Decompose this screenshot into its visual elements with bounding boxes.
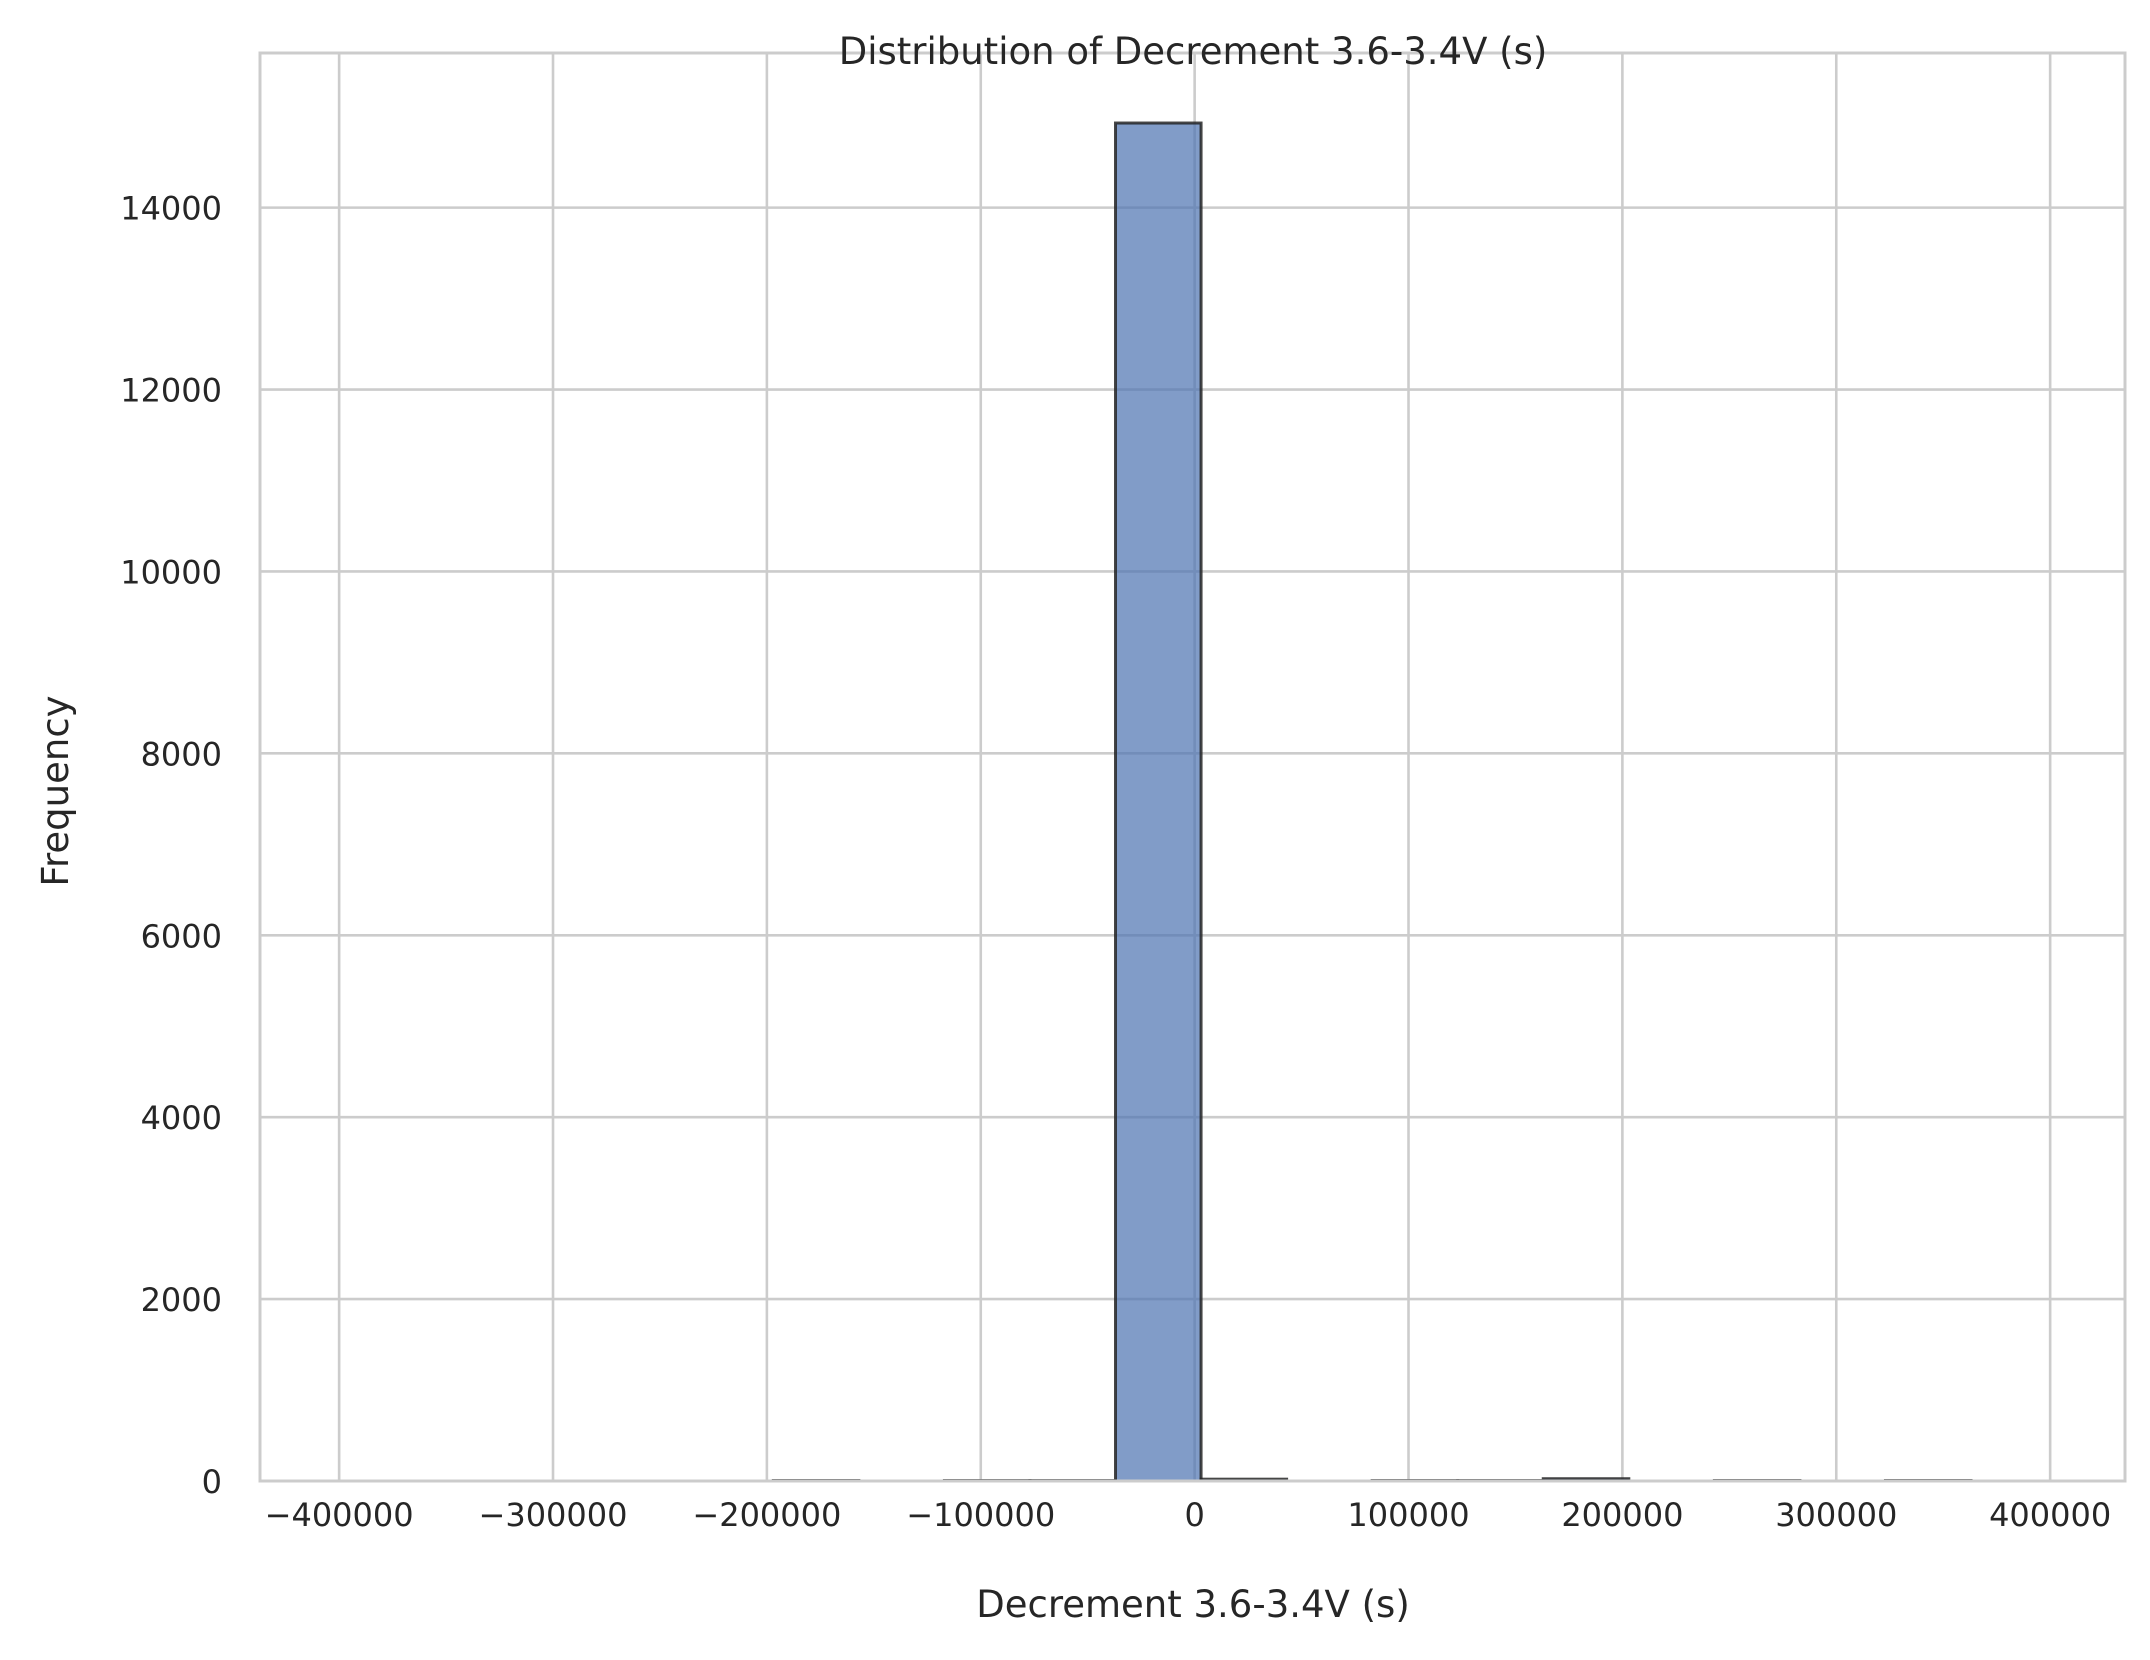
- x-tick-labels: −400000 −300000 −200000 −100000 0 100000 20000…: [265, 1496, 2112, 1534]
- y-tick-label: 12000: [120, 372, 222, 410]
- y-tick-label: 4000: [141, 1099, 222, 1137]
- y-tick-label: 10000: [120, 553, 222, 591]
- y-tick-label: 0: [202, 1463, 222, 1501]
- x-tick-label: 200000: [1561, 1496, 1683, 1534]
- x-tick-label: 100000: [1347, 1496, 1469, 1534]
- x-tick-label: −300000: [479, 1496, 628, 1534]
- y-tick-label: 6000: [141, 917, 222, 955]
- y-tick-label: 8000: [141, 735, 222, 773]
- x-tick-label: 400000: [1989, 1496, 2111, 1534]
- x-tick-label: −400000: [265, 1496, 414, 1534]
- x-axis-label: Decrement 3.6-3.4V (s): [976, 1583, 1410, 1626]
- x-tick-label: 300000: [1775, 1496, 1897, 1534]
- x-tick-label: −100000: [906, 1496, 1055, 1534]
- y-tick-label: 2000: [141, 1281, 222, 1319]
- y-axis-label: Frequency: [34, 695, 77, 886]
- y-tick-label: 14000: [120, 190, 222, 228]
- x-tick-label: 0: [1184, 1496, 1204, 1534]
- chart-title: Distribution of Decrement 3.6-3.4V (s): [839, 30, 1548, 73]
- histogram-bar: [1116, 123, 1202, 1481]
- x-tick-label: −200000: [692, 1496, 841, 1534]
